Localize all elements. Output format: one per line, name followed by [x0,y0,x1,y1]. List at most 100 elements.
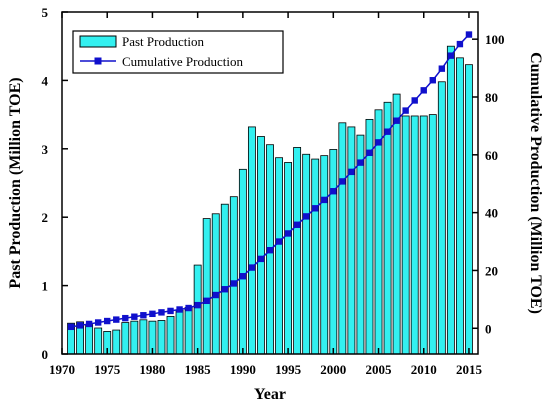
cumulative-point-2013 [447,52,455,59]
bar-2014 [455,57,464,355]
y2-tick-label-60: 60 [485,148,498,163]
x-tick-label-2010: 2010 [411,362,437,377]
cumulative-point-1975 [104,317,111,325]
cumulative-point-1971 [67,323,75,331]
bar-2015 [465,64,473,355]
bar-2003 [356,134,365,355]
y2-tick-label-100: 100 [485,32,505,47]
cumulative-point-2001 [339,178,346,185]
bar-1976 [112,329,121,355]
bar-1984 [184,307,193,355]
cumulative-point-2012 [438,65,446,72]
bar-1973 [85,324,94,355]
bar-1989 [229,196,238,355]
cumulative-point-1999 [321,196,328,204]
cumulative-point-1985 [194,301,201,309]
x-tick-label-1970: 1970 [49,362,75,377]
past-production-bars [67,45,473,355]
x-tick-label-1995: 1995 [275,362,302,377]
cumulative-point-1987 [212,291,219,299]
x-tick-label-1985: 1985 [185,362,212,377]
cumulative-point-1973 [85,320,93,328]
bar-1977 [121,322,130,355]
cumulative-point-1993 [266,247,274,254]
cumulative-point-1982 [167,307,174,315]
bar-1981 [157,320,166,355]
x-tick-label-2005: 2005 [366,362,393,377]
bar-2002 [347,126,356,355]
x-tick-label-1990: 1990 [230,362,256,377]
axis-ticks: 1970 1975 1980 1985 1990 1995 2000 2005 2010 2015… [42,5,505,377]
cumulative-point-2007 [393,117,400,124]
bar-1986 [202,218,211,355]
legend-label-cumulative-production: Cumulative Production [122,54,243,69]
x-tick-label-1975: 1975 [94,362,121,377]
bar-1998 [311,158,320,355]
bar-1983 [175,309,184,355]
cumulative-point-1992 [257,255,265,263]
bar-2006 [383,101,392,355]
bar-1982 [166,315,175,355]
cumulative-point-2011 [429,77,436,84]
bar-1974 [94,327,103,355]
cumulative-point-1988 [221,286,228,293]
bar-1988 [220,203,229,355]
bar-1987 [211,213,220,355]
cumulative-point-2004 [366,149,373,156]
cumulative-point-1998 [312,205,319,212]
cumulative-point-2006 [384,128,391,135]
cumulative-point-1997 [302,213,310,220]
bar-2007 [392,93,401,355]
cumulative-point-1991 [248,264,256,271]
y-axis-title: Past Production (Million TOE) [7,77,24,288]
x-axis-title: Year [254,386,286,403]
cumulative-point-2003 [357,159,364,166]
cumulative-point-1984 [185,304,192,312]
y-tick-label-5: 5 [42,5,49,20]
bar-1979 [139,319,148,355]
y-tick-label-4: 4 [42,73,49,88]
cumulative-point-2008 [402,107,409,114]
legend-label-past-production: Past Production [122,34,204,49]
legend-swatch-past-production [79,35,117,48]
cumulative-point-1977 [122,314,129,322]
y2-tick-label-40: 40 [485,206,498,221]
cumulative-point-1976 [113,316,120,323]
y-tick-label-0: 0 [42,347,49,362]
cumulative-point-1980 [149,310,156,318]
bar-1992 [257,136,265,355]
bar-1999 [320,155,329,355]
y-tick-label-1: 1 [42,279,49,294]
legend: Past Production Cumulative Production [72,30,284,74]
cumulative-point-1995 [284,230,292,237]
bar-2008 [401,115,410,355]
y2-tick-label-20: 20 [485,263,498,278]
bar-1985 [193,264,202,355]
cumulative-point-1994 [275,238,283,245]
cumulative-point-1981 [158,309,165,316]
y-tick-label-3: 3 [42,142,49,157]
x-tick-label-2015: 2015 [456,362,483,377]
bar-1990 [238,168,247,355]
cumulative-point-1978 [131,313,138,320]
cumulative-production-line-series [67,31,473,331]
cumulative-point-1986 [203,297,210,305]
bar-1991 [247,126,256,355]
bar-2010 [419,115,428,355]
cumulative-point-1990 [239,273,247,280]
cumulative-point-1974 [94,319,102,326]
bar-2013 [446,45,455,355]
bar-2012 [437,81,446,355]
bar-2001 [338,122,347,355]
cumulative-point-1996 [293,221,301,228]
x-tick-label-1980: 1980 [139,362,165,377]
cumulative-point-1983 [176,306,183,313]
cumulative-point-1989 [230,280,238,287]
cumulative-point-2005 [375,139,382,146]
cumulative-point-2002 [348,168,355,176]
bar-1978 [130,320,139,355]
bar-1995 [284,162,293,355]
bar-2011 [428,114,437,355]
cumulative-point-1972 [76,322,84,329]
